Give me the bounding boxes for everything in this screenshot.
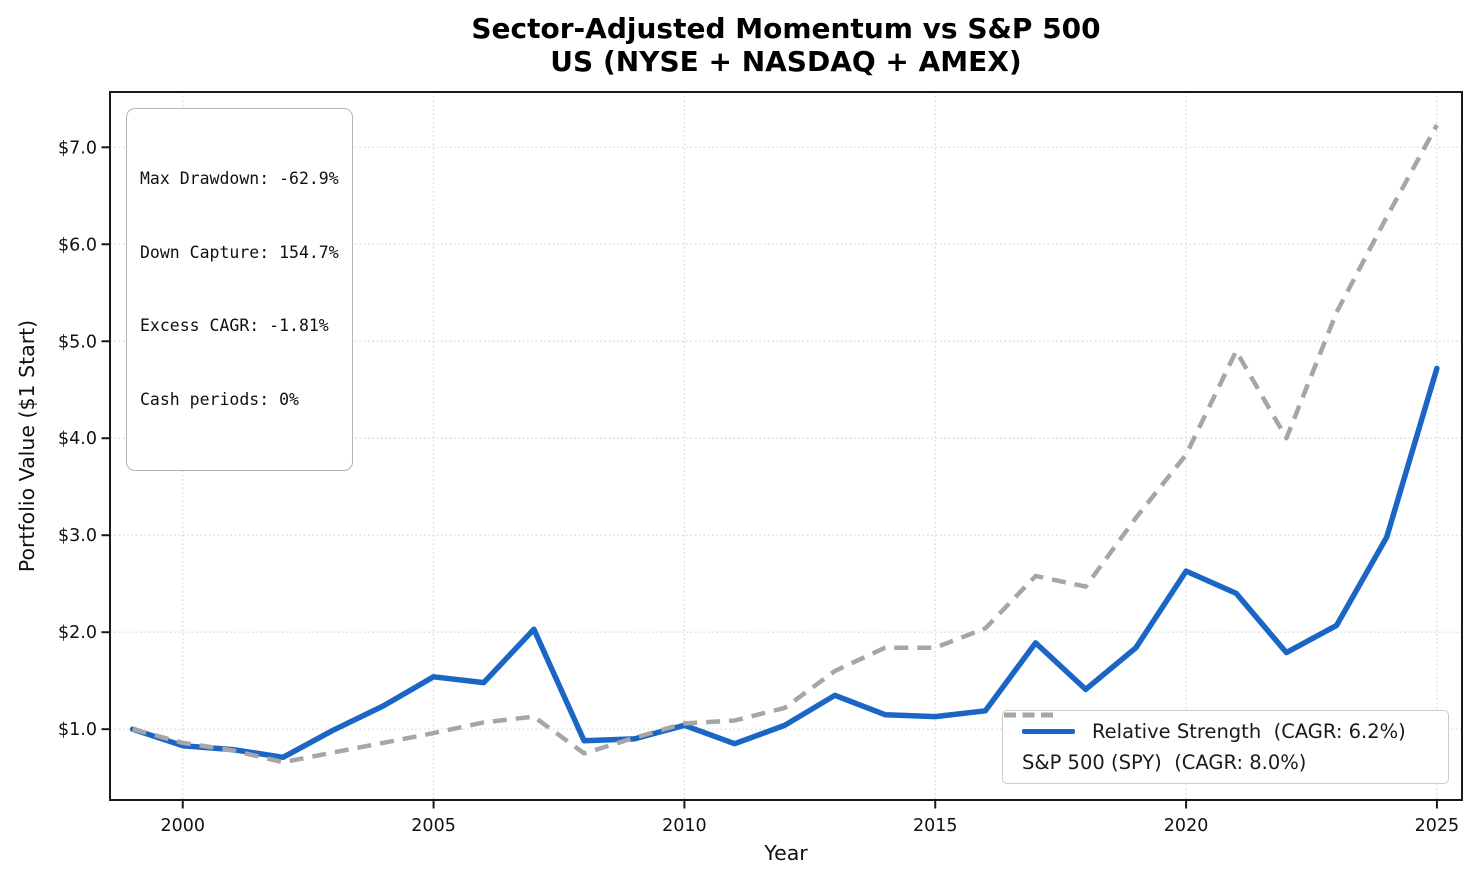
legend-item-sp500: S&P 500 (SPY) (CAGR: 8.0%)	[1004, 712, 1448, 778]
legend-swatch-dashed	[1004, 712, 1055, 718]
legend-item-relative-strength: Relative Strength (CAGR: 6.2%)	[1022, 716, 1448, 746]
legend-label-relative-strength: Relative Strength (CAGR: 6.2%)	[1092, 719, 1406, 743]
y-tick-label: $4.0	[58, 429, 97, 449]
stat-down-capture: Down Capture: 154.7%	[140, 242, 339, 262]
chart-title: Sector-Adjusted Momentum vs S&P 500 US (…	[471, 12, 1100, 78]
plot-frame	[109, 91, 1463, 801]
legend-label-sp500: S&P 500 (SPY) (CAGR: 8.0%)	[1022, 751, 1307, 775]
y-tick-label: $7.0	[58, 138, 97, 158]
y-axis-label: Portfolio Value ($1 Start)	[15, 319, 39, 573]
y-tick-label: $1.0	[58, 720, 97, 740]
y-tick-label: $5.0	[58, 332, 97, 352]
x-tick-label: 2005	[411, 816, 456, 836]
chart-title-line1: Sector-Adjusted Momentum vs S&P 500	[471, 12, 1101, 45]
x-tick-label: 2020	[1164, 816, 1209, 836]
series-line-s-p-500-spy-	[132, 123, 1439, 765]
stat-max-drawdown: Max Drawdown: -62.9%	[140, 169, 339, 188]
x-tick-label: 2025	[1415, 816, 1460, 836]
series-line-relative-strength	[129, 365, 1440, 761]
chart-title-line2: US (NYSE + NASDAQ + AMEX)	[550, 45, 1022, 78]
x-tick-label: 2000	[160, 816, 205, 836]
y-tick-label: $2.0	[58, 623, 97, 643]
stat-excess-cagr: Excess CAGR: -1.81%	[140, 316, 329, 335]
x-tick-label: 2015	[913, 816, 958, 836]
stat-cash-periods: Cash periods: 0%	[140, 389, 299, 409]
y-tick-label: $3.0	[58, 526, 97, 546]
legend: Relative Strength (CAGR: 6.2%) S&P 500 (…	[1002, 710, 1449, 784]
x-axis-label: Year	[764, 841, 808, 865]
stats-box: Max Drawdown: -62.9% Down Capture: 154.7…	[126, 108, 353, 471]
y-tick-label: $6.0	[58, 235, 97, 255]
legend-swatch-solid	[1022, 728, 1075, 735]
x-tick-label: 2010	[662, 816, 707, 836]
